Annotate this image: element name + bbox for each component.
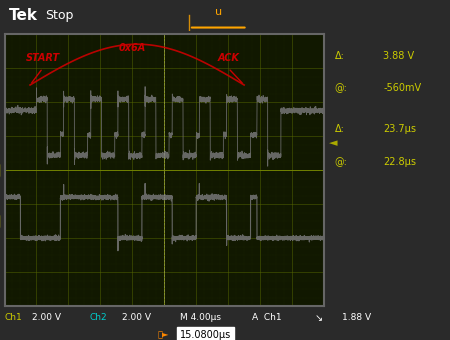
Text: Stop: Stop [45,9,73,22]
Text: ↘: ↘ [315,313,323,323]
Text: Δ:: Δ: [334,51,344,61]
Text: Δ:: Δ: [334,124,344,134]
Text: u: u [215,7,222,17]
Text: START: START [26,53,60,63]
Text: 23.7μs: 23.7μs [383,124,416,134]
Text: 22.8μs: 22.8μs [383,157,416,167]
Text: Ch2: Ch2 [90,313,108,322]
Text: @:: @: [334,83,347,94]
Text: -560mV: -560mV [383,83,421,94]
Text: @:: @: [334,157,347,167]
Text: 1.88 V: 1.88 V [342,313,371,322]
Text: 15.0800μs: 15.0800μs [180,330,231,340]
Text: 3.88 V: 3.88 V [383,51,414,61]
Text: A  Ch1: A Ch1 [252,313,282,322]
Text: Tek: Tek [9,8,38,23]
Text: M 4.00μs: M 4.00μs [180,313,221,322]
Text: 0x6A: 0x6A [119,43,146,53]
Text: 2.00 V: 2.00 V [32,313,60,322]
Text: 2.00 V: 2.00 V [122,313,150,322]
Text: ⬛►: ⬛► [158,330,169,339]
Text: ◄: ◄ [329,138,338,148]
Text: Ch1: Ch1 [4,313,22,322]
Text: ACK: ACK [217,53,239,63]
Text: 15.0800μs: 15.0800μs [180,330,231,340]
